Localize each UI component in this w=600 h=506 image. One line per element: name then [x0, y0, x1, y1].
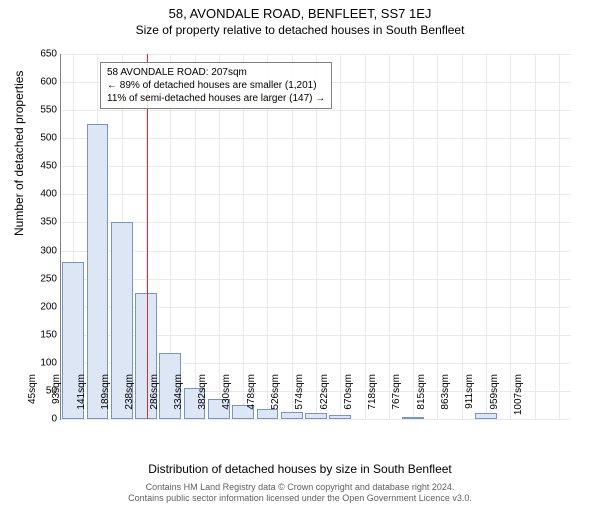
ytick-label: 550 — [31, 105, 57, 116]
gridline-v — [486, 54, 487, 419]
xtick-label: 189sqm — [100, 374, 111, 424]
xtick-label: 622sqm — [319, 374, 330, 424]
annotation-box: 58 AVONDALE ROAD: 207sqm ← 89% of detach… — [100, 62, 332, 109]
ytick-label: 200 — [31, 301, 57, 312]
ytick-label: 300 — [31, 245, 57, 256]
annotation-line1: 58 AVONDALE ROAD: 207sqm — [107, 66, 325, 79]
xtick-label: 430sqm — [221, 374, 232, 424]
x-axis-label: Distribution of detached houses by size … — [0, 462, 600, 476]
xtick-label: 959sqm — [489, 374, 500, 424]
gridline-v — [535, 54, 536, 419]
xtick-label: 238sqm — [124, 374, 135, 424]
ytick-label: 500 — [31, 133, 57, 144]
annotation-line3: 11% of semi-detached houses are larger (… — [107, 92, 325, 105]
gridline-v — [462, 54, 463, 419]
ytick-label: 650 — [31, 49, 57, 60]
xtick-label: 286sqm — [149, 374, 160, 424]
ytick-label: 350 — [31, 217, 57, 228]
gridline-v — [365, 54, 366, 419]
xtick-label: 141sqm — [76, 374, 87, 424]
xtick-label: 718sqm — [367, 374, 378, 424]
xtick-label: 382sqm — [197, 374, 208, 424]
xtick-label: 815sqm — [416, 374, 427, 424]
xtick-label: 526sqm — [270, 374, 281, 424]
xtick-label: 93sqm — [51, 374, 62, 424]
chart-title: 58, AVONDALE ROAD, BENFLEET, SS7 1EJ — [0, 6, 600, 21]
gridline-v — [510, 54, 511, 419]
annotation-line2: ← 89% of detached houses are smaller (1,… — [107, 79, 325, 92]
ytick-label: 250 — [31, 273, 57, 284]
gridline-v — [559, 54, 560, 419]
xtick-label: 1007sqm — [513, 374, 524, 424]
xtick-label: 767sqm — [391, 374, 402, 424]
gridline-v — [340, 54, 341, 419]
gridline-v — [389, 54, 390, 419]
xtick-label: 670sqm — [343, 374, 354, 424]
chart-subtitle: Size of property relative to detached ho… — [0, 23, 600, 37]
ytick-label: 400 — [31, 189, 57, 200]
footer-text: Contains HM Land Registry data © Crown c… — [0, 482, 600, 504]
ytick-label: 600 — [31, 77, 57, 88]
gridline-v — [437, 54, 438, 419]
footer-line2: Contains public sector information licen… — [0, 493, 600, 504]
gridline-v — [413, 54, 414, 419]
ytick-label: 150 — [31, 329, 57, 340]
footer-line1: Contains HM Land Registry data © Crown c… — [0, 482, 600, 493]
xtick-label: 478sqm — [246, 374, 257, 424]
xtick-label: 574sqm — [294, 374, 305, 424]
xtick-label: 334sqm — [173, 374, 184, 424]
y-axis-label: Number of detached properties — [12, 71, 26, 236]
ytick-label: 450 — [31, 161, 57, 172]
ytick-label: 100 — [31, 357, 57, 368]
xtick-label: 911sqm — [464, 374, 475, 424]
xtick-label: 45sqm — [27, 374, 38, 424]
chart-area: 0501001502002503003504004505005506006504… — [60, 54, 570, 419]
xtick-label: 863sqm — [440, 374, 451, 424]
